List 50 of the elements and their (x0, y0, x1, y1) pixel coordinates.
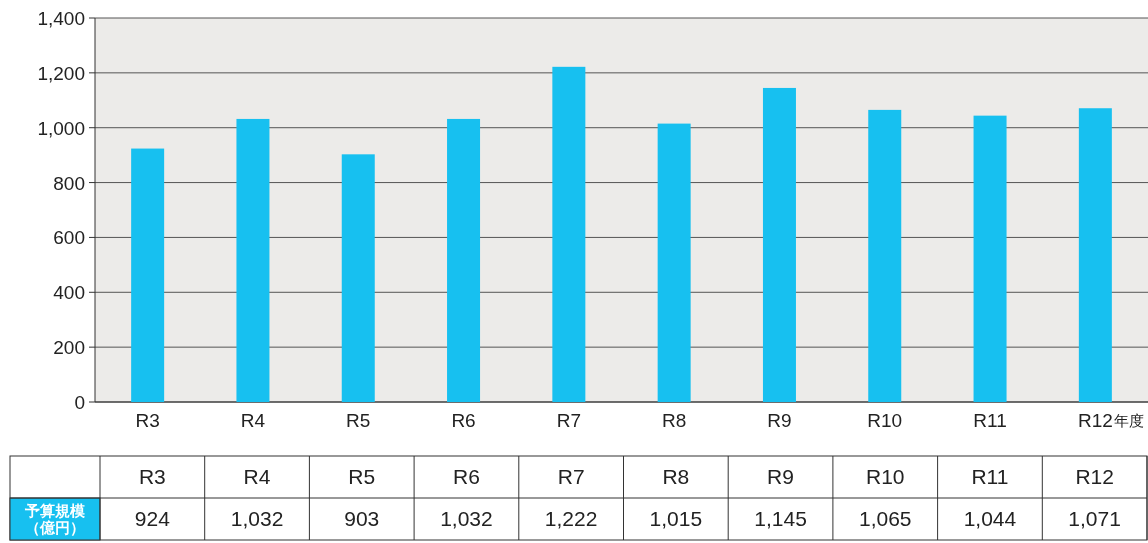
text: 予算規模（億円） (25, 502, 85, 536)
data-label: 1,044 (963, 507, 1017, 530)
y-tick-label: 1,400 (37, 8, 85, 29)
bar (762, 87, 796, 402)
data-label: 1,145 (754, 507, 807, 530)
x-tick-label: R6 (451, 410, 476, 431)
category-label: R9 (767, 465, 794, 488)
bar (973, 115, 1007, 402)
x-tick-label: R11 (973, 410, 1007, 431)
category-label: R10 (865, 465, 905, 488)
data-label: 1,065 (858, 507, 912, 530)
y-tick-label: 1,200 (37, 62, 85, 84)
x-tick-label: R9 (767, 410, 792, 431)
category-label: R11 (971, 465, 1009, 488)
bar (447, 118, 481, 402)
x-tick-label: R12 (1077, 410, 1113, 431)
x-tick-label: R3 (135, 410, 160, 431)
category-label: R8 (662, 465, 690, 488)
data-label: 1,015 (649, 507, 703, 530)
y-tick-label: 1,000 (37, 117, 85, 139)
bar (236, 118, 270, 402)
x-tick-label: R10 (867, 410, 903, 431)
data-label: 1,032 (230, 507, 284, 530)
category-label: R3 (138, 465, 166, 488)
x-tick-label: R8 (662, 410, 687, 431)
data-label: 1,032 (440, 507, 493, 530)
bar (1078, 108, 1112, 402)
x-tick-label: R7 (556, 410, 581, 431)
x-tick-label: R5 (346, 410, 371, 431)
y-tick-label: 200 (53, 337, 85, 359)
data-label: 903 (344, 507, 380, 530)
x-axis-title: 年度 (1114, 412, 1144, 429)
y-tick-label: 600 (53, 227, 85, 249)
data-label: 1,071 (1068, 507, 1121, 530)
x-tick-label: R4 (240, 410, 266, 431)
bar (341, 154, 375, 402)
category-label: R4 (243, 465, 271, 488)
y-tick-label: 800 (53, 172, 85, 194)
data-label: 924 (134, 507, 171, 530)
category-label: R5 (348, 465, 376, 488)
bar (552, 66, 586, 402)
y-tick-label: 400 (53, 282, 85, 304)
y-tick-label: 0 (74, 392, 85, 413)
category-label: R7 (557, 465, 585, 488)
data-label: 1,222 (544, 507, 598, 530)
bar (657, 123, 691, 402)
bar (868, 109, 902, 402)
bar (131, 148, 165, 402)
category-label: R6 (453, 465, 480, 488)
category-label: R12 (1075, 465, 1114, 488)
